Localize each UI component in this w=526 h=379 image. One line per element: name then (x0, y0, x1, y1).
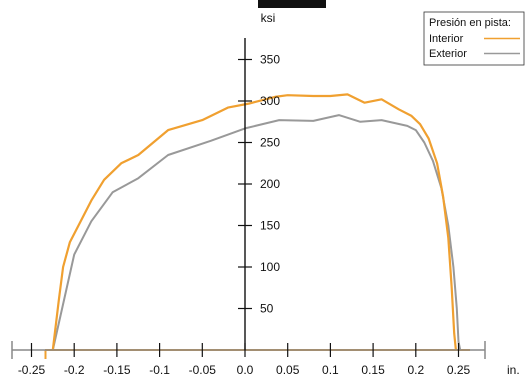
legend-title: Presión en pista: (429, 17, 511, 29)
x-tick-label: -0.1 (149, 363, 170, 377)
top-title-fragment (258, 0, 326, 8)
series-line-exterior (51, 114, 462, 351)
legend-item-label-interior: Interior (429, 33, 464, 45)
series-layer (51, 93, 462, 351)
legend-item-label-exterior: Exterior (429, 48, 467, 60)
x-tick-label: 0.0 (237, 363, 254, 377)
x-tick-label: 0.2 (407, 363, 424, 377)
x-tick-label: -0.15 (103, 363, 131, 377)
x-tick-label: -0.05 (189, 363, 217, 377)
x-tick-label: -0.2 (64, 363, 85, 377)
y-axis-unit-label: ksi (261, 11, 276, 25)
y-tick-label: 300 (260, 94, 280, 108)
x-tick-label: 0.15 (361, 363, 385, 377)
x-axis-unit-label: in. (507, 363, 520, 377)
x-tick-label: 0.1 (322, 363, 339, 377)
legend: Presión en pista: Interior Exterior (423, 11, 525, 66)
y-tick-label: 200 (260, 177, 280, 191)
y-tick-label: 250 (260, 136, 280, 150)
baseline-layer (44, 349, 470, 359)
x-tick-label: -0.25 (18, 363, 46, 377)
y-tick-label: 100 (260, 260, 280, 274)
x-tick-label: 0.25 (447, 363, 471, 377)
axes-layer (11, 38, 486, 359)
y-tick-label: 350 (260, 53, 280, 67)
x-tick-label: 0.05 (276, 363, 300, 377)
y-tick-label: 50 (260, 302, 274, 316)
series-line-interior (51, 93, 457, 351)
y-tick-label: 150 (260, 219, 280, 233)
ticks-layer: -0.25 -0.2 -0.15 -0.1 -0.05 0.0 0.05 0.1 0.15 0.2… (18, 53, 471, 378)
